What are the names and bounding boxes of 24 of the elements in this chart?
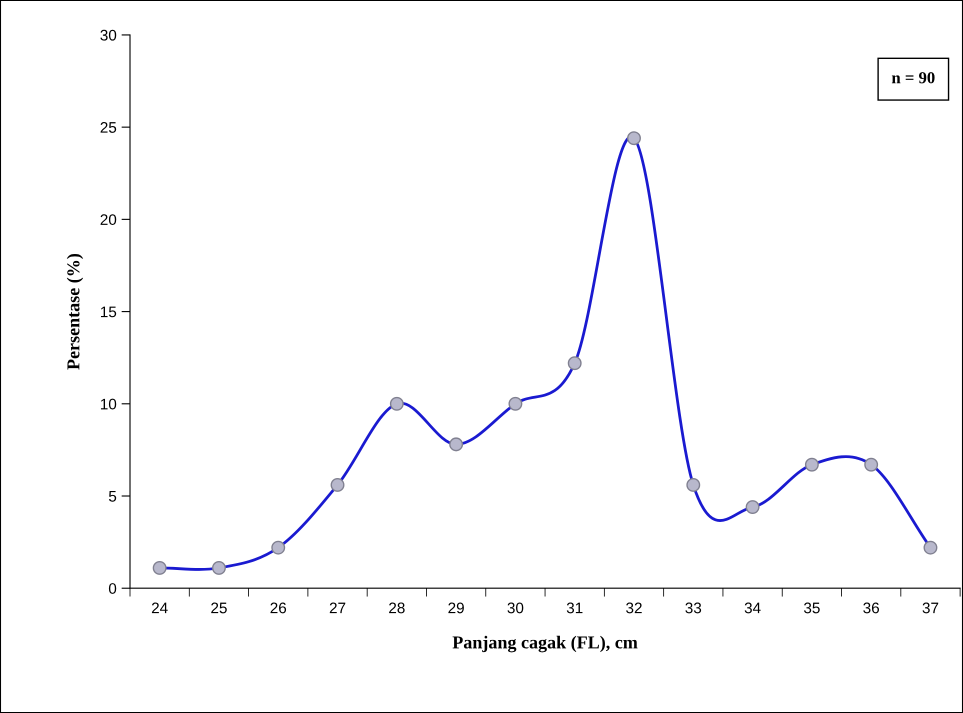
annotation: n = 90 xyxy=(892,72,935,84)
x-tick-label: 32 xyxy=(626,602,642,614)
x-tick-label: 26 xyxy=(270,602,286,614)
x-tick-label: 31 xyxy=(566,602,582,614)
x-tick-label: 36 xyxy=(863,602,879,614)
x-tick-label: 28 xyxy=(389,602,405,614)
y-tick-label: 15 xyxy=(100,306,116,318)
x-tick-label: 29 xyxy=(448,602,464,614)
x-tick-label: 24 xyxy=(152,602,168,614)
x-tick-label: 30 xyxy=(508,602,524,614)
y-tick-label: 0 xyxy=(108,583,116,594)
y-tick-label: 30 xyxy=(100,30,116,41)
x-tick-label: 25 xyxy=(211,602,227,614)
x-tick-label: 33 xyxy=(685,602,702,614)
y-tick-label: 25 xyxy=(100,122,116,133)
x-axis-title: Panjang cagak (FL), cm xyxy=(452,636,638,652)
x-tick-label: 37 xyxy=(922,602,938,614)
y-axis-title: Persentase (%) xyxy=(66,254,84,370)
y-tick-label: 20 xyxy=(100,214,116,226)
y-tick-label: 10 xyxy=(100,398,116,410)
y-tick-label: 5 xyxy=(108,491,116,502)
x-tick-label: 27 xyxy=(330,602,346,614)
x-tick-label: 34 xyxy=(744,602,761,614)
x-tick-label: 35 xyxy=(804,602,820,614)
